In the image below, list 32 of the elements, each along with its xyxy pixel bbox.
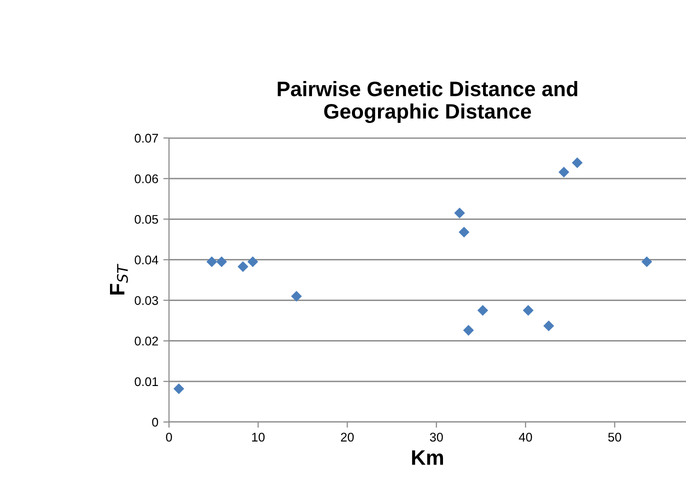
point [206, 256, 218, 268]
point [477, 305, 488, 316]
point [572, 157, 583, 168]
point [641, 256, 652, 268]
x-axis-title: Km [412, 450, 443, 465]
point [173, 383, 184, 394]
point [558, 166, 570, 178]
x-tick-label: 0 [166, 432, 172, 442]
y-tick-label: 0.03 [134, 296, 158, 305]
y-tick-label: 0 [152, 418, 158, 427]
point [216, 256, 227, 268]
point [291, 290, 302, 302]
y-tick-label: 0.07 [134, 134, 158, 143]
x-tick-label: 40 [518, 432, 532, 442]
y-axis-title: F$_{ST}$ [110, 264, 128, 294]
point [543, 320, 554, 332]
x-tick-label: 10 [252, 432, 265, 442]
y-tick-label: 0.04 [134, 256, 158, 264]
point [247, 256, 258, 268]
point [454, 208, 465, 218]
point [458, 226, 470, 238]
chart-title: Pairwise Genetic Distance and Geographic Distance [278, 81, 578, 123]
y-tick-label: 0.05 [134, 214, 158, 224]
y-tick-label: 0.06 [134, 174, 158, 184]
point [238, 261, 248, 272]
x-tick-label: 20 [340, 432, 354, 442]
x-tick-label: 30 [430, 432, 443, 442]
y-tick-label: 0.01 [134, 377, 158, 386]
point [522, 305, 534, 316]
y-tick-label: 0.02 [134, 336, 158, 346]
x-tick-label: 50 [608, 432, 622, 442]
point [463, 324, 474, 336]
